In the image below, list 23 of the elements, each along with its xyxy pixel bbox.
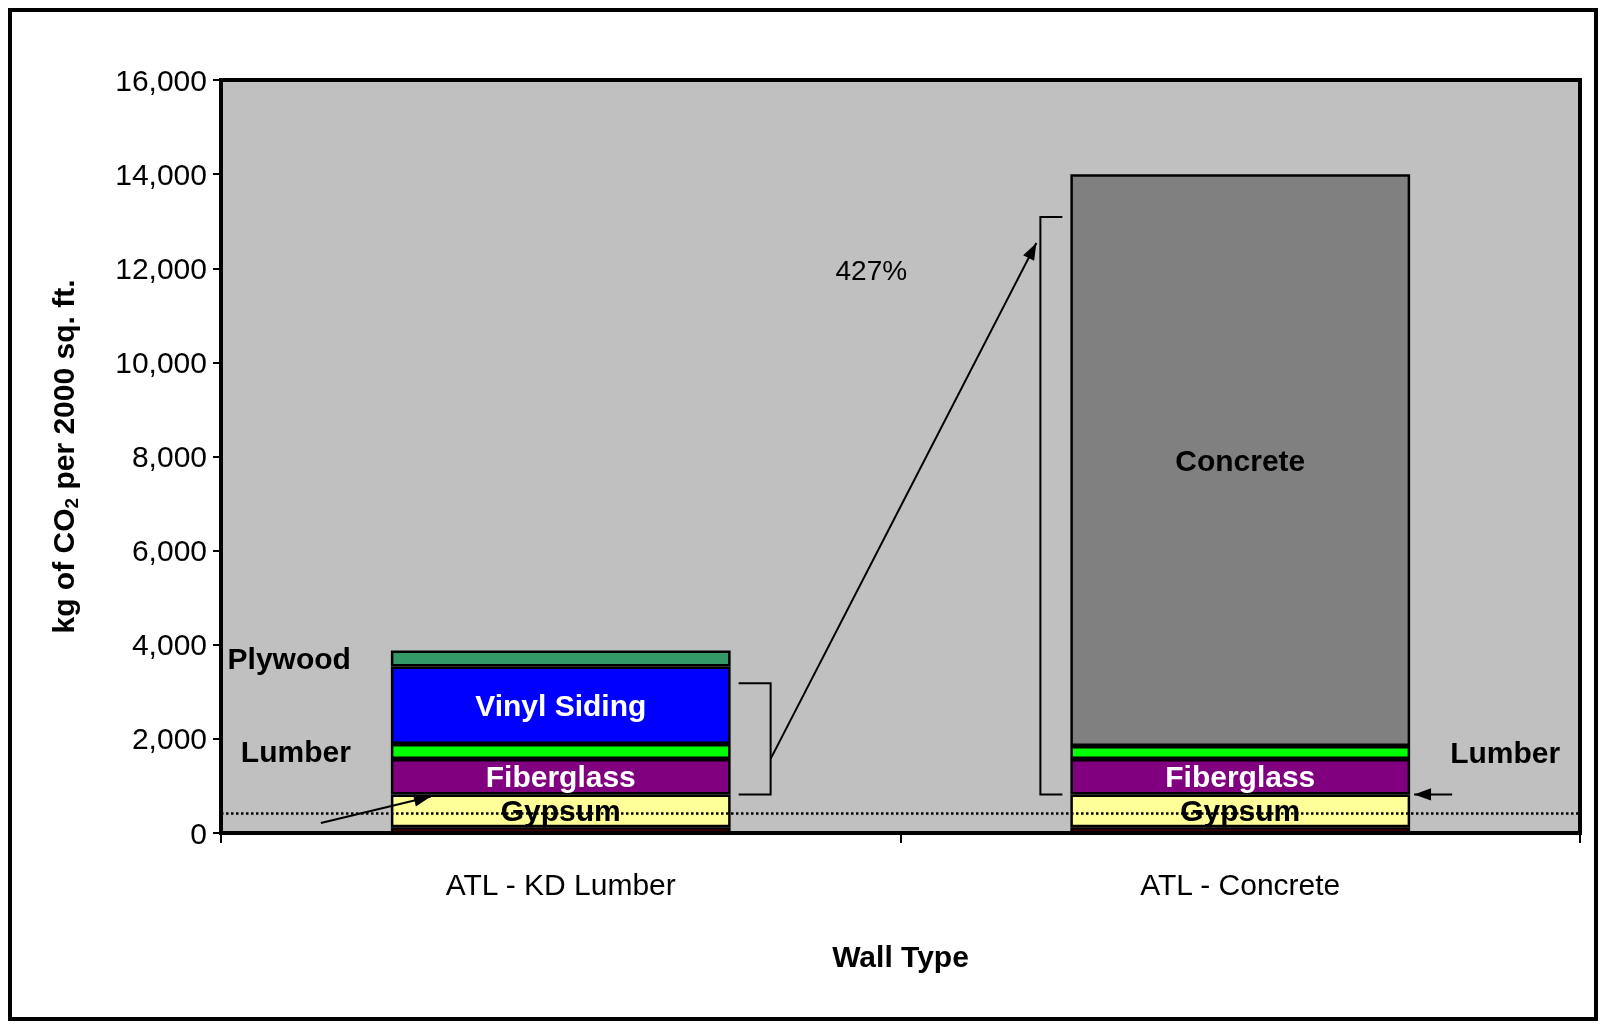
series-label: Lumber bbox=[240, 735, 352, 769]
y-tick-label: 6,000 bbox=[131, 534, 207, 568]
text: Lumber bbox=[1450, 736, 1561, 770]
x-tick-label: ATL - Concrete bbox=[1140, 867, 1341, 901]
x-tick-label: ATL - KD Lumber bbox=[445, 867, 676, 901]
y-tick-label: 16,000 bbox=[115, 63, 207, 97]
annotation: 427% bbox=[835, 255, 908, 287]
series-label: Fiberglass bbox=[485, 760, 636, 794]
y-tick-label: 8,000 bbox=[131, 440, 207, 473]
y-axis-title: kg of CO2 per 2000 sq. ft. bbox=[47, 279, 82, 634]
y-tick-label: 2,000 bbox=[131, 722, 207, 756]
y-tick-label: 12,000 bbox=[115, 251, 207, 285]
text: Fiberglass bbox=[1165, 760, 1316, 794]
text: Gypsum bbox=[1180, 794, 1301, 828]
series-label: Concrete bbox=[1175, 443, 1306, 477]
series-label: Plywood bbox=[227, 641, 351, 675]
y-tick-label: 4,000 bbox=[131, 628, 207, 662]
y-tick-label: 14,000 bbox=[115, 157, 207, 191]
y-tick-label: 10,000 bbox=[115, 345, 207, 379]
series-label: Vinyl Siding bbox=[475, 688, 647, 722]
y-tick-label: 0 bbox=[190, 816, 207, 850]
x-axis-title: Wall Type bbox=[832, 939, 969, 973]
legend-label: Gypsum bbox=[500, 794, 621, 828]
